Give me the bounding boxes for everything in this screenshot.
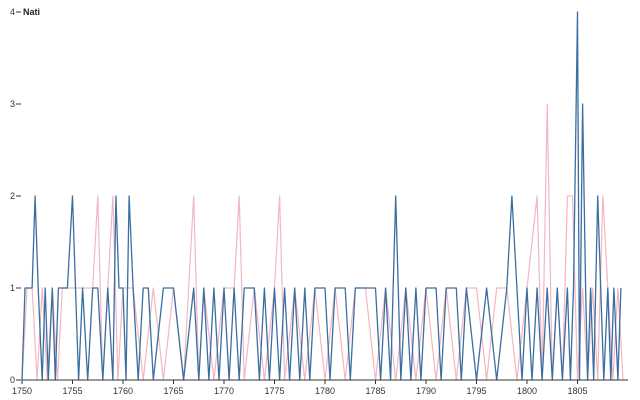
y-tick-label: 3 bbox=[10, 99, 15, 109]
series-layer bbox=[21, 11, 624, 381]
x-tick-label: 1750 bbox=[12, 386, 32, 396]
x-tick-label: 1765 bbox=[163, 386, 183, 396]
x-tick-label: 1755 bbox=[62, 386, 82, 396]
x-tick-label: 1795 bbox=[466, 386, 486, 396]
y-top-series-label: Nati bbox=[23, 7, 40, 17]
x-tick-label: 1760 bbox=[113, 386, 133, 396]
x-tick-label: 1800 bbox=[517, 386, 537, 396]
x-tick-label: 1770 bbox=[214, 386, 234, 396]
x-tick-label: 1775 bbox=[264, 386, 284, 396]
x-tick-label: 1785 bbox=[365, 386, 385, 396]
y-tick-label: 1 bbox=[10, 283, 15, 293]
series-line-2 bbox=[21, 11, 622, 381]
y-axis-ticks: 0 1 2 3 4 bbox=[10, 7, 21, 385]
x-tick-label: 1805 bbox=[567, 386, 587, 396]
x-tick-label: 1790 bbox=[416, 386, 436, 396]
y-tick-label: 4 bbox=[10, 7, 15, 17]
y-tick-label: 0 bbox=[10, 375, 15, 385]
y-tick-label: 2 bbox=[10, 191, 15, 201]
x-tick-label: 1780 bbox=[315, 386, 335, 396]
series-line-1 bbox=[21, 103, 624, 381]
x-axis-ticks: 1750 1755 1760 1765 1770 1775 1780 1785 1790 1795… bbox=[12, 380, 588, 396]
